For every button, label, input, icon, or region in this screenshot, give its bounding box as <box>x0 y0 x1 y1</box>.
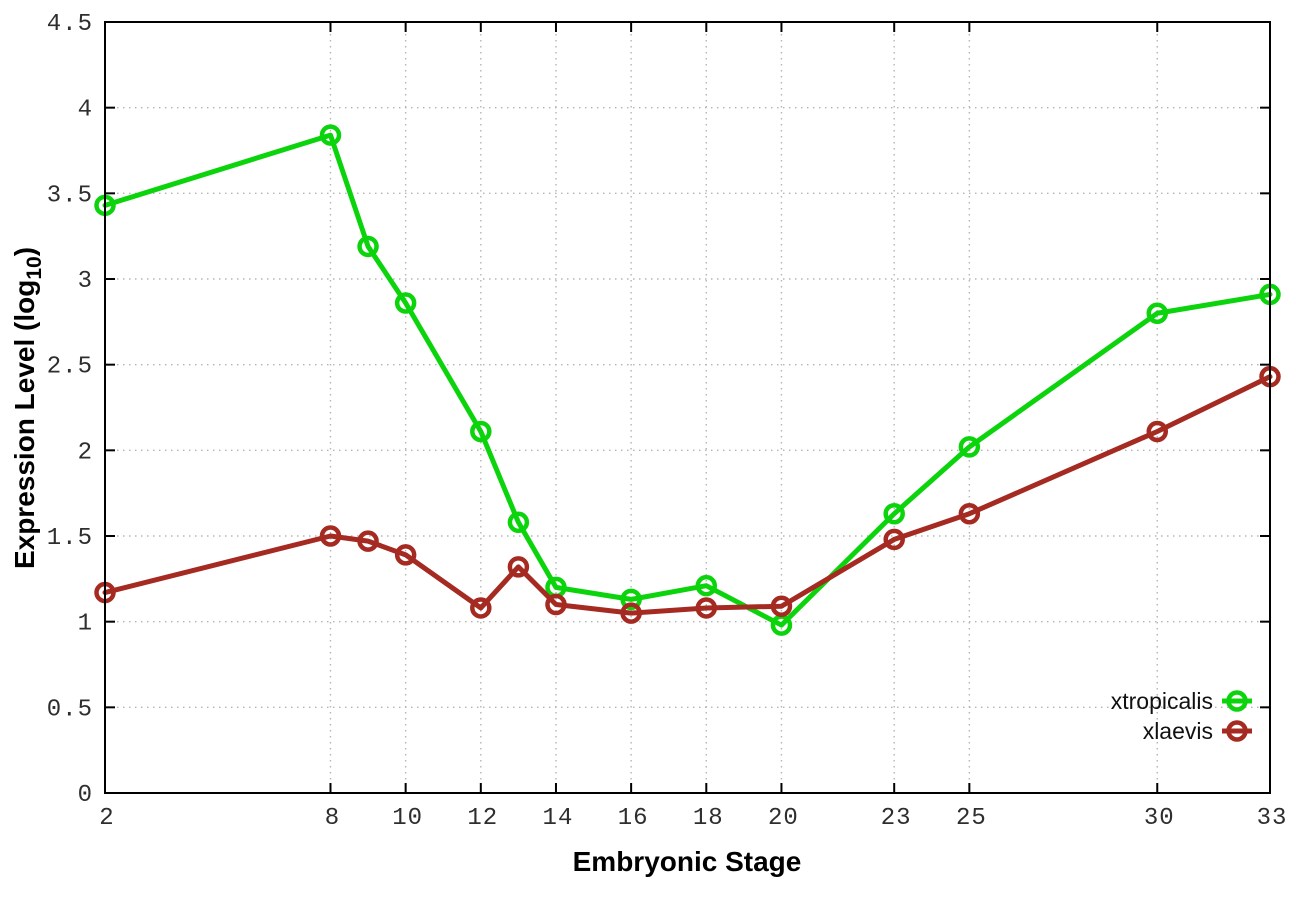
series-line-xtropicalis <box>102 132 1273 628</box>
data-point-marker-xlaevis <box>883 528 905 551</box>
axis-layer: 2 8 10 12 14 16 18 20 23 25 30 33 0 0.5 1 1.5 2 2.5 3 3.5 4 4… <box>47 11 1288 832</box>
legend-sample-marker-xtropicalis <box>1226 690 1248 712</box>
y-tick-label: 4.5 <box>47 11 93 38</box>
x-tick-label: 18 <box>693 805 724 832</box>
data-point-marker-xtropicalis <box>357 235 379 258</box>
data-point-marker-xlaevis <box>507 556 530 578</box>
y-tick-label: 2 <box>78 439 93 466</box>
x-tick-label: 8 <box>325 805 340 832</box>
data-point-marker-xlaevis <box>394 544 417 566</box>
data-point-marker-xlaevis <box>357 530 379 552</box>
data-point-marker-xlaevis <box>1146 420 1169 443</box>
x-tick-label: 23 <box>881 805 912 832</box>
x-tick-label: 10 <box>392 805 423 832</box>
data-point-marker-xtropicalis <box>620 588 642 611</box>
y-axis-title: Expression Level (log10) <box>9 247 46 569</box>
y-tick-label: 3 <box>78 268 93 295</box>
x-tick-label: 20 <box>768 805 799 832</box>
data-point-marker-xtropicalis <box>883 502 905 525</box>
data-point-marker-xtropicalis <box>319 124 342 146</box>
series-layer <box>94 124 1281 636</box>
x-tick-label: 2 <box>99 805 114 832</box>
data-point-marker-xlaevis <box>470 597 492 619</box>
legend-label-xlaevis: xlaevis <box>1143 718 1213 744</box>
x-tick-label: 25 <box>956 805 987 832</box>
y-tick-label: 1.5 <box>47 525 93 552</box>
x-tick-label: 16 <box>618 805 649 832</box>
x-tick-label: 12 <box>467 805 498 832</box>
data-point-marker-xtropicalis <box>1146 302 1169 325</box>
data-point-marker-xlaevis <box>770 595 793 617</box>
y-tick-label: 2.5 <box>47 354 93 381</box>
grid-layer <box>105 22 1270 793</box>
y-tick-label: 0 <box>78 782 93 809</box>
data-point-marker-xtropicalis <box>507 511 530 534</box>
data-point-marker-xlaevis <box>958 502 981 525</box>
y-tick-label: 3.5 <box>47 182 93 209</box>
data-point-marker-xtropicalis <box>394 292 417 314</box>
data-point-marker-xlaevis <box>319 525 342 547</box>
x-tick-label: 33 <box>1257 805 1288 832</box>
data-point-marker-xtropicalis <box>470 420 492 443</box>
legend: xtropicalis xlaevis <box>1111 688 1252 744</box>
data-point-marker-xlaevis <box>545 593 567 616</box>
x-tick-label: 30 <box>1144 805 1175 832</box>
data-point-marker-xtropicalis <box>695 574 718 597</box>
y-tick-label: 1 <box>78 611 93 638</box>
legend-sample-marker-xlaevis <box>1226 720 1248 742</box>
data-point-marker-xlaevis <box>620 602 642 624</box>
x-axis-title: Embryonic Stage <box>573 846 802 877</box>
y-tick-label: 4 <box>78 97 93 124</box>
plot-border <box>104 21 1271 794</box>
x-tick-label: 14 <box>543 805 574 832</box>
data-point-marker-xlaevis <box>695 597 718 619</box>
series-line-xlaevis <box>102 374 1273 616</box>
data-point-marker-xtropicalis <box>958 436 981 458</box>
legend-label-xtropicalis: xtropicalis <box>1111 688 1213 714</box>
y-tick-label: 0.5 <box>47 696 93 723</box>
